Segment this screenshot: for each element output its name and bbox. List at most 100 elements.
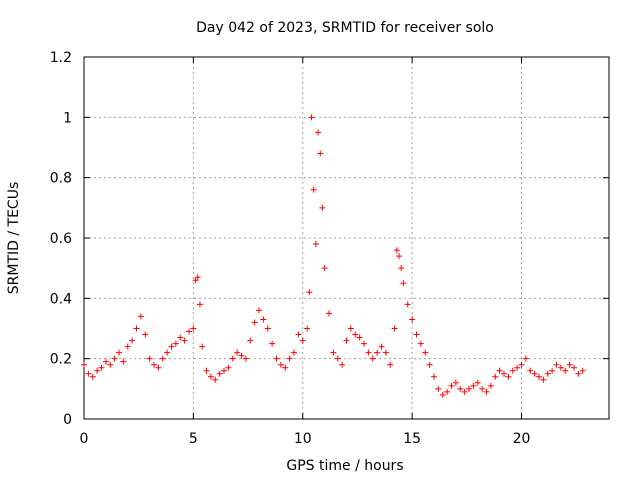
data-point xyxy=(142,331,149,338)
data-point xyxy=(120,358,127,365)
data-point xyxy=(295,331,302,338)
data-point xyxy=(369,355,376,362)
x-tick-label: 5 xyxy=(189,431,198,447)
data-point xyxy=(98,364,105,371)
data-point xyxy=(133,325,140,332)
data-point xyxy=(382,349,389,356)
data-point xyxy=(356,334,363,341)
data-point xyxy=(319,204,326,211)
data-point xyxy=(146,355,153,362)
data-point xyxy=(557,364,564,371)
data-point xyxy=(413,331,420,338)
data-point xyxy=(225,364,232,371)
data-point xyxy=(124,343,131,350)
data-point xyxy=(199,343,206,350)
data-point xyxy=(251,319,258,326)
y-tick-label: 1.2 xyxy=(50,50,72,66)
data-point xyxy=(439,391,446,398)
data-point xyxy=(431,373,437,380)
data-point xyxy=(94,367,101,374)
data-point xyxy=(242,355,249,362)
data-point xyxy=(501,370,507,377)
chart-title: Day 042 of 2023, SRMTID for receiver sol… xyxy=(196,20,494,36)
data-point xyxy=(404,301,411,308)
y-tick-label: 0.4 xyxy=(50,291,72,307)
data-point xyxy=(509,367,516,374)
axis-ticks: 0 0.2 0.4 0.6 0.8 1 1.2 0 5 10 15 20 xyxy=(50,50,609,447)
data-point xyxy=(487,382,494,389)
data-point xyxy=(365,349,372,356)
data-point xyxy=(562,367,569,374)
data-point xyxy=(151,361,157,368)
data-point xyxy=(129,337,136,344)
data-point xyxy=(116,349,122,356)
data-point xyxy=(196,301,203,308)
data-point xyxy=(553,361,560,368)
data-point xyxy=(448,382,455,389)
data-point xyxy=(571,364,577,371)
y-tick-label: 1 xyxy=(63,110,72,126)
data-point xyxy=(172,340,179,347)
data-point xyxy=(479,385,486,392)
data-point xyxy=(536,373,542,380)
data-points xyxy=(81,114,586,398)
data-point xyxy=(457,385,464,392)
data-point xyxy=(212,376,219,383)
data-point xyxy=(343,337,350,344)
data-point xyxy=(260,316,267,323)
data-point xyxy=(518,361,525,368)
data-point xyxy=(310,186,317,193)
data-point xyxy=(544,370,551,377)
data-point xyxy=(422,349,429,356)
data-point xyxy=(315,129,322,136)
data-point xyxy=(352,331,359,338)
data-point xyxy=(514,364,521,371)
y-axis-label: SRMTID / TECUs xyxy=(6,182,22,295)
data-point xyxy=(549,367,556,374)
data-point xyxy=(492,373,499,380)
data-point xyxy=(177,334,184,341)
data-point xyxy=(531,370,538,377)
data-point xyxy=(207,373,214,380)
data-point xyxy=(269,340,276,347)
data-point xyxy=(216,370,223,377)
data-point xyxy=(256,307,262,314)
data-point xyxy=(312,241,319,248)
y-tick-label: 0.6 xyxy=(50,231,72,247)
data-point xyxy=(304,325,311,332)
data-point xyxy=(426,361,433,368)
data-point xyxy=(452,379,459,386)
data-point xyxy=(85,370,92,377)
data-point xyxy=(400,280,407,287)
y-tick-label: 0 xyxy=(63,412,72,428)
data-point xyxy=(361,340,367,347)
data-point xyxy=(89,373,96,380)
grid-lines xyxy=(84,57,609,419)
data-point xyxy=(247,337,254,344)
data-point xyxy=(277,361,284,368)
data-point xyxy=(391,325,398,332)
x-tick-label: 15 xyxy=(403,431,421,447)
data-point xyxy=(387,361,394,368)
data-point xyxy=(107,361,114,368)
data-point xyxy=(347,325,354,332)
data-point xyxy=(435,385,442,392)
data-point xyxy=(221,367,227,374)
data-point xyxy=(234,349,241,356)
data-point xyxy=(461,388,468,395)
data-point xyxy=(339,361,346,368)
data-point xyxy=(111,355,118,362)
data-point xyxy=(334,355,341,362)
data-point xyxy=(168,343,175,350)
data-point xyxy=(470,382,477,389)
data-point xyxy=(81,361,87,368)
data-point xyxy=(330,349,337,356)
data-point xyxy=(378,343,385,350)
data-point xyxy=(474,379,481,386)
data-point xyxy=(308,114,315,121)
data-point xyxy=(306,289,313,296)
data-point xyxy=(579,367,586,374)
data-point xyxy=(286,355,293,362)
data-point xyxy=(273,355,280,362)
